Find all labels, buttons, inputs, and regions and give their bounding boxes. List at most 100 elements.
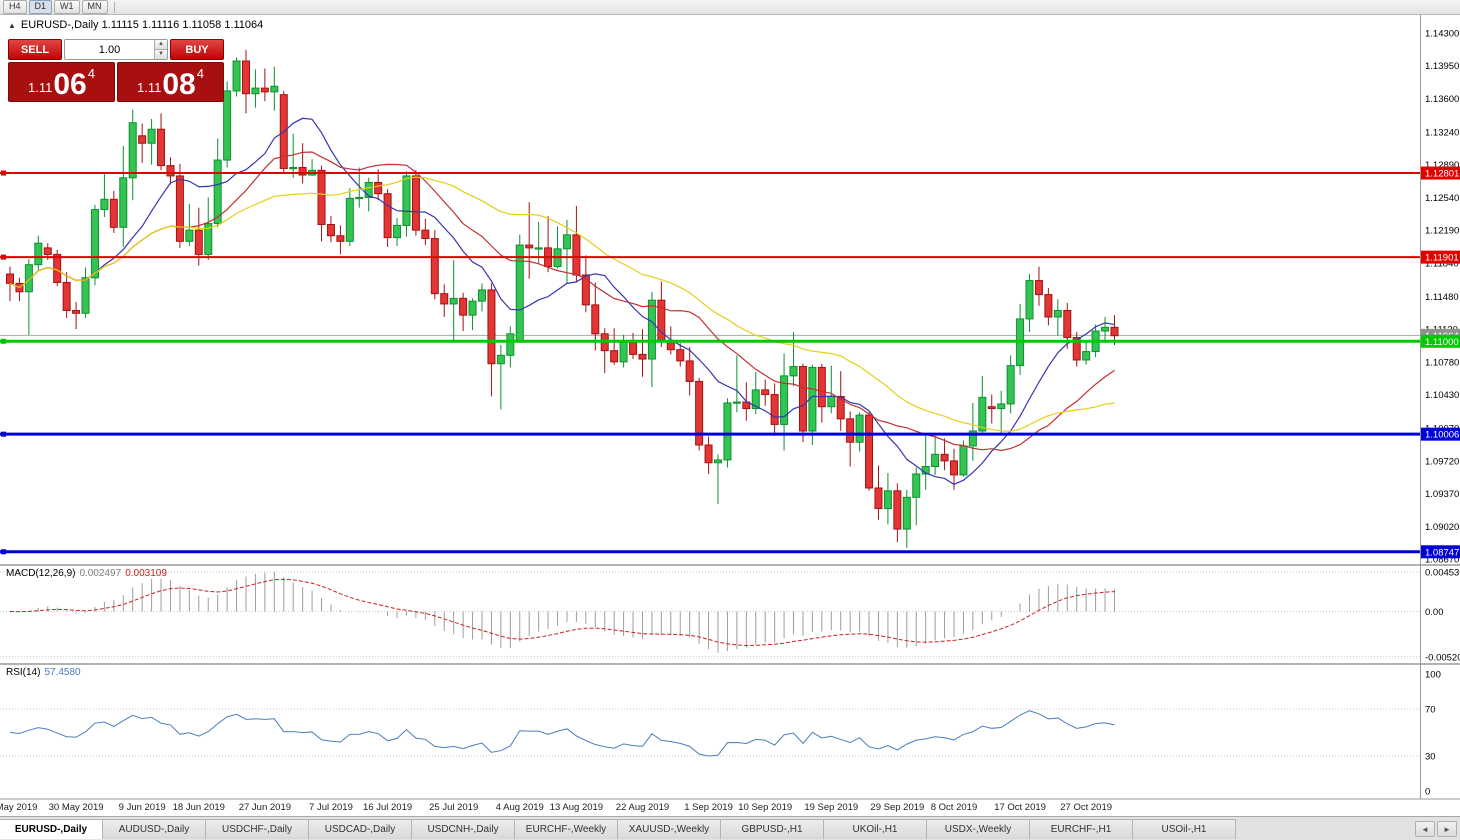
price-axis-label: 1.14300	[1425, 29, 1459, 40]
tab-usdcad-daily[interactable]: USDCAD-,Daily	[309, 819, 412, 839]
date-label: 4 Aug 2019	[496, 802, 544, 813]
candle-body	[1082, 351, 1091, 361]
timeframe-button-mn[interactable]: MN	[81, 0, 108, 14]
candle-body	[232, 60, 241, 92]
tab-eurchf-h1[interactable]: EURCHF-,H1	[1030, 819, 1133, 839]
candle-body	[562, 234, 571, 250]
price-pane[interactable]	[0, 49, 1420, 548]
date-label: 16 Jul 2019	[363, 802, 412, 813]
volume-down-icon[interactable]: ▼	[154, 49, 167, 59]
price-axis-label: 1.11840	[1425, 258, 1459, 269]
price-axis-label: 1.12540	[1425, 193, 1459, 204]
tab-scroll-left-icon[interactable]: ◄	[1415, 821, 1435, 837]
buy-price-display[interactable]: 1.11 08 4	[117, 62, 224, 102]
candle-body	[298, 167, 307, 176]
date-label: 21 May 2019	[0, 802, 37, 813]
candle-body	[213, 159, 222, 225]
tab-xauusd-weekly[interactable]: XAUUSD-,Weekly	[618, 819, 721, 839]
macd-pane[interactable]	[0, 571, 1420, 658]
candle-body	[478, 289, 486, 302]
candle-body	[166, 165, 175, 177]
candle-body	[940, 453, 949, 462]
tab-eurchf-weekly[interactable]: EURCHF-,Weekly	[515, 819, 618, 839]
tab-ukoil-h1[interactable]: UKOil-,H1	[824, 819, 927, 839]
candle-body	[638, 353, 647, 360]
candle-body	[572, 234, 581, 276]
price-axis-label: 1.13600	[1425, 94, 1459, 105]
candle-body	[525, 244, 534, 249]
chart-area[interactable]: 1.14300 1.13950 1.13600 1.13240 1.12890 1.125…	[0, 15, 1460, 816]
candle-body	[317, 169, 326, 226]
ma-fast-line	[9, 117, 1115, 486]
one-click-collapse-icon[interactable]: ▲	[8, 20, 16, 30]
candle-body	[836, 395, 845, 420]
candle-body	[515, 244, 524, 342]
candle-body	[1110, 326, 1119, 337]
price-axis[interactable]: 1.14300 1.13950 1.13600 1.13240 1.12890 1.125…	[1425, 29, 1460, 798]
candle-body	[72, 309, 81, 314]
candle-body	[242, 60, 250, 95]
buy-button[interactable]: BUY	[170, 39, 224, 60]
candle-body	[204, 223, 213, 255]
candle-body	[421, 229, 430, 240]
sell-button[interactable]: SELL	[8, 39, 62, 60]
price-axis-label: 1.11480	[1425, 292, 1459, 303]
candle-body	[770, 394, 779, 425]
candle-body	[534, 247, 543, 250]
candle-body	[411, 175, 420, 231]
tab-scroll-right-icon[interactable]: ►	[1437, 821, 1457, 837]
buy-price-pipette: 4	[196, 66, 204, 81]
macd-axis-label: 0.00	[1425, 607, 1444, 618]
price-tag-1.10006-bg	[1421, 427, 1460, 441]
date-axis[interactable]: 21 May 2019 30 May 2019 9 Jun 2019 18 Jun 2…	[0, 802, 1112, 813]
date-label: 27 Oct 2019	[1060, 802, 1112, 813]
candle-body	[893, 490, 902, 530]
rsi-pane[interactable]	[0, 708, 1420, 757]
date-label: 17 Oct 2019	[994, 802, 1046, 813]
price-tag-1.12801: 1.12801	[1421, 166, 1460, 180]
price-axis-label: 1.08670	[1425, 554, 1459, 565]
price-axis-label: 1.10780	[1425, 357, 1459, 368]
sell-price-display[interactable]: 1.11 06 4	[8, 62, 115, 102]
candle-body	[1053, 309, 1062, 318]
candle-body	[34, 242, 43, 266]
tab-eurusd-daily[interactable]: EURUSD-,Daily	[0, 819, 103, 839]
price-axis-label: 1.13950	[1425, 61, 1459, 72]
tab-gbpusd-h1[interactable]: GBPUSD-,H1	[721, 819, 824, 839]
chart-canvas[interactable]: 1.14300 1.13950 1.13600 1.13240 1.12890 1.125…	[0, 15, 1460, 816]
timeframe-button-h4[interactable]: H4	[3, 0, 27, 14]
candle-body	[610, 350, 619, 363]
chart-tab-bar: EURUSD-,Daily AUDUSD-,Daily USDCHF-,Daily U…	[0, 816, 1460, 840]
timeframe-button-w1[interactable]: W1	[54, 0, 80, 14]
candle-body	[676, 349, 685, 362]
volume-field[interactable]: 1.00 ▲ ▼	[64, 39, 168, 60]
tab-usoil-h1[interactable]: USOil-,H1	[1133, 819, 1236, 839]
timeframe-button-d1[interactable]: D1	[28, 0, 53, 14]
volume-value[interactable]: 1.00	[98, 43, 121, 56]
candle-body	[997, 403, 1006, 410]
candle-body	[619, 341, 628, 363]
candle-body	[723, 402, 732, 461]
chart-header: ▲ EURUSD-,Daily 1.11115 1.11116 1.11058 …	[8, 19, 263, 31]
tab-audusd-daily[interactable]: AUDUSD-,Daily	[103, 819, 206, 839]
tab-usdchf-daily[interactable]: USDCHF-,Daily	[206, 819, 309, 839]
candle-body	[355, 196, 364, 200]
candle-body	[364, 181, 373, 198]
price-axis-label: 1.09370	[1425, 489, 1459, 500]
candle-body	[1063, 309, 1072, 339]
candle-body	[289, 167, 298, 170]
rsi-axis-label: 70	[1425, 705, 1436, 716]
candle-body	[223, 90, 232, 161]
candle-body	[459, 297, 468, 316]
macd-histogram	[18, 571, 1115, 653]
level-anchor	[1, 170, 6, 176]
candle-body	[496, 354, 505, 365]
buy-price-big: 08	[162, 68, 196, 101]
tab-usdcnh-daily[interactable]: USDCNH-,Daily	[412, 819, 515, 839]
tab-usdx-weekly[interactable]: USDX-,Weekly	[927, 819, 1030, 839]
candle-body	[402, 175, 411, 226]
one-click-trading-panel: SELL 1.00 ▲ ▼ BUY 1.11 06 4 1.11 08 4	[8, 39, 224, 102]
candle-body	[591, 304, 600, 335]
volume-up-icon[interactable]: ▲	[154, 40, 167, 49]
candle-body	[789, 366, 798, 377]
